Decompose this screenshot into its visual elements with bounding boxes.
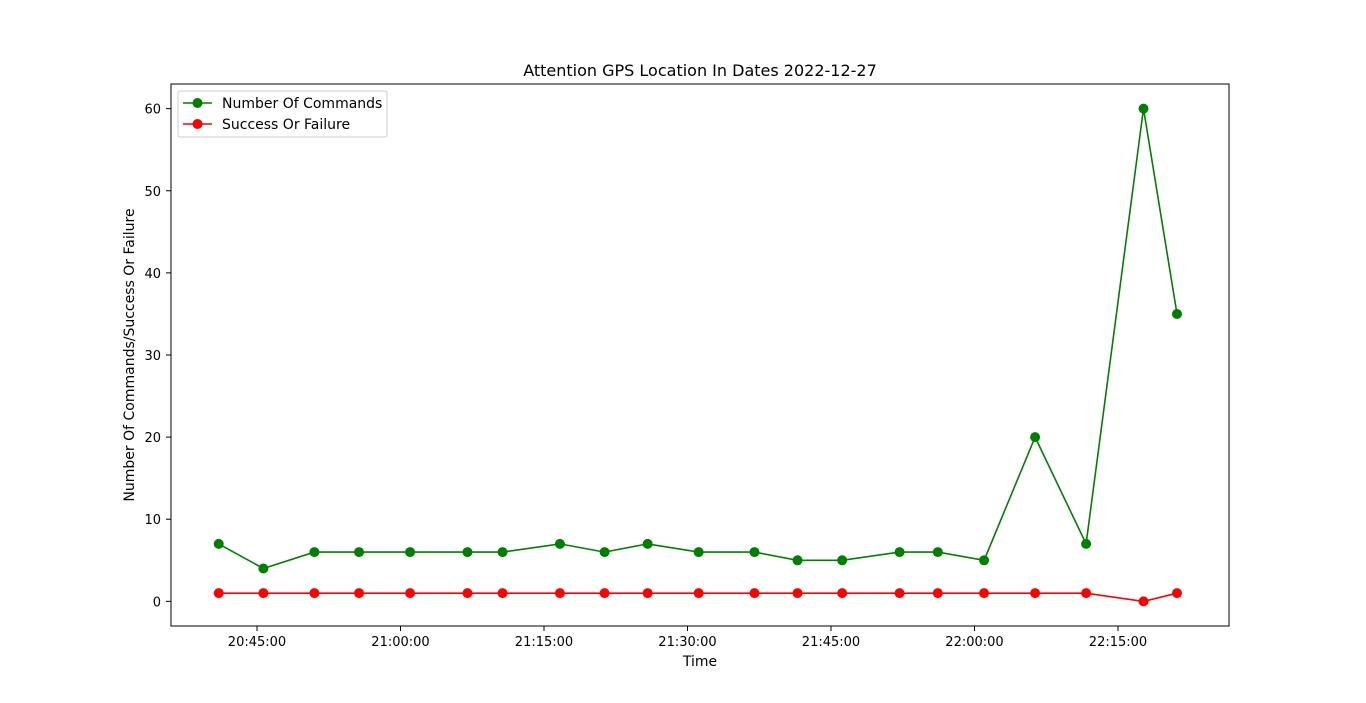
x-tick-label: 20:45:00 [228, 635, 286, 650]
data-point-commands [1081, 538, 1092, 549]
data-point-success [979, 588, 990, 599]
y-tick-label: 20 [144, 431, 161, 446]
data-point-commands [1030, 432, 1041, 443]
y-axis-label: Number Of Commands/Success Or Failure [122, 208, 138, 501]
data-point-success [837, 588, 848, 599]
data-point-success [1030, 588, 1041, 599]
data-point-commands [1138, 103, 1149, 114]
x-tick-label: 21:30:00 [658, 635, 716, 650]
y-tick-label: 50 [144, 185, 161, 200]
data-point-commands [462, 547, 473, 558]
data-point-commands [599, 547, 610, 558]
data-point-success [497, 588, 508, 599]
data-point-commands [792, 555, 803, 566]
data-point-success [749, 588, 760, 599]
data-point-success [599, 588, 610, 599]
data-point-success [792, 588, 803, 599]
data-point-success [354, 588, 365, 599]
x-axis-ticks: 20:45:00 21:00:00 21:15:00 21:30:00 21:45:00… [228, 626, 1147, 650]
x-axis-label: Time [682, 654, 717, 670]
data-point-success [462, 588, 473, 599]
data-point-success [693, 588, 704, 599]
data-point-commands [405, 547, 416, 558]
data-point-commands [749, 547, 760, 558]
x-tick-label: 21:15:00 [515, 635, 573, 650]
data-point-commands [554, 538, 565, 549]
chart-title: Attention GPS Location In Dates 2022-12-… [523, 61, 877, 80]
legend-marker-commands [192, 98, 203, 108]
data-point-commands [1171, 308, 1182, 319]
data-point-commands [693, 547, 704, 558]
data-point-commands [213, 538, 224, 549]
legend-box [177, 90, 388, 138]
x-tick-label: 22:15:00 [1089, 635, 1147, 650]
data-point-commands [258, 563, 269, 574]
series-layer [213, 103, 1182, 607]
y-tick-label: 30 [144, 349, 161, 364]
legend-marker-success [192, 119, 203, 129]
data-point-success [258, 588, 269, 599]
plot-area [170, 83, 1230, 627]
data-point-commands [354, 547, 365, 558]
data-point-commands [932, 547, 943, 558]
data-point-commands [894, 547, 905, 558]
data-point-success [309, 588, 320, 599]
legend-label-commands: Number Of Commands [222, 96, 382, 112]
data-point-commands [979, 555, 990, 566]
data-point-success [894, 588, 905, 599]
data-point-success [1138, 596, 1149, 607]
y-axis-ticks: 0 10 20 30 40 50 60 [144, 103, 171, 610]
x-tick-label: 22:00:00 [945, 635, 1003, 650]
data-point-commands [642, 538, 653, 549]
data-point-success [642, 588, 653, 599]
data-point-success [405, 588, 416, 599]
data-point-success [213, 588, 224, 599]
y-tick-label: 0 [153, 595, 161, 610]
data-point-success [1171, 588, 1182, 599]
data-point-success [554, 588, 565, 599]
x-tick-label: 21:00:00 [371, 635, 429, 650]
data-point-success [932, 588, 943, 599]
x-tick-label: 21:45:00 [802, 635, 860, 650]
legend: Number Of Commands Success Or Failure [177, 90, 388, 138]
y-tick-label: 60 [144, 103, 161, 118]
y-tick-label: 10 [144, 513, 161, 528]
data-point-commands [309, 547, 320, 558]
legend-label-success: Success Or Failure [222, 117, 350, 133]
y-tick-label: 40 [144, 267, 161, 282]
data-point-commands [497, 547, 508, 558]
data-point-commands [837, 555, 848, 566]
data-point-success [1081, 588, 1092, 599]
